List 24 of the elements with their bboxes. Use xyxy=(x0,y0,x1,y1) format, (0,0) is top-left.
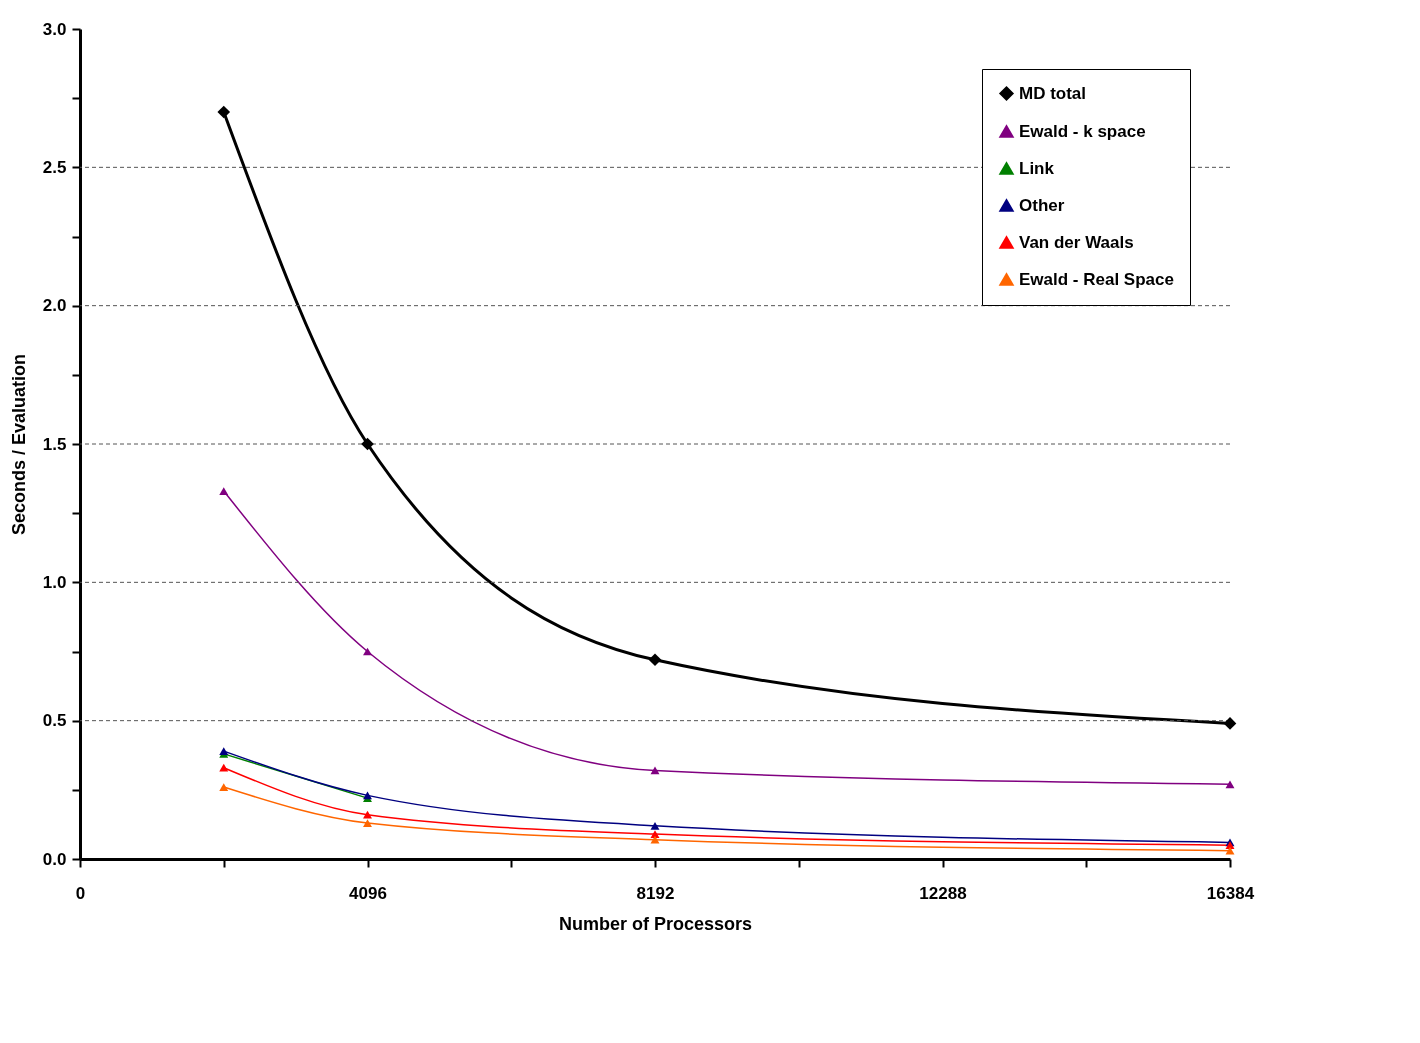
legend-label: MD total xyxy=(1019,83,1087,103)
x-tick-label: 4096 xyxy=(349,883,387,903)
x-tick-label: 16384 xyxy=(1206,883,1255,903)
y-tick-label: 2.5 xyxy=(42,157,67,177)
y-tick-label: 0.0 xyxy=(42,849,67,869)
y-tick-label: 3.0 xyxy=(42,19,67,39)
legend-label: Ewald - k space xyxy=(1019,121,1146,141)
x-tick-label: 0 xyxy=(75,883,86,903)
x-axis-title: Number of Processors xyxy=(558,913,753,934)
legend-label: Ewald - Real Space xyxy=(1019,269,1174,289)
point xyxy=(217,105,231,119)
legend-label: Van der Waals xyxy=(1019,232,1134,252)
x-tick-label: 8192 xyxy=(636,883,675,903)
y-axis-title: Seconds / Evaluation xyxy=(8,353,29,536)
point xyxy=(361,437,374,451)
y-tick-label: 1.5 xyxy=(42,434,67,454)
y-tick-label: 2.0 xyxy=(42,296,67,316)
x-tick-label: 12288 xyxy=(919,883,967,903)
point xyxy=(648,653,662,667)
y-tick-label: 0.5 xyxy=(42,711,67,731)
legend-label: Link xyxy=(1019,158,1055,178)
point xyxy=(1223,717,1237,730)
legend-label: Other xyxy=(1019,195,1065,215)
y-tick-label: 1.0 xyxy=(42,572,67,592)
